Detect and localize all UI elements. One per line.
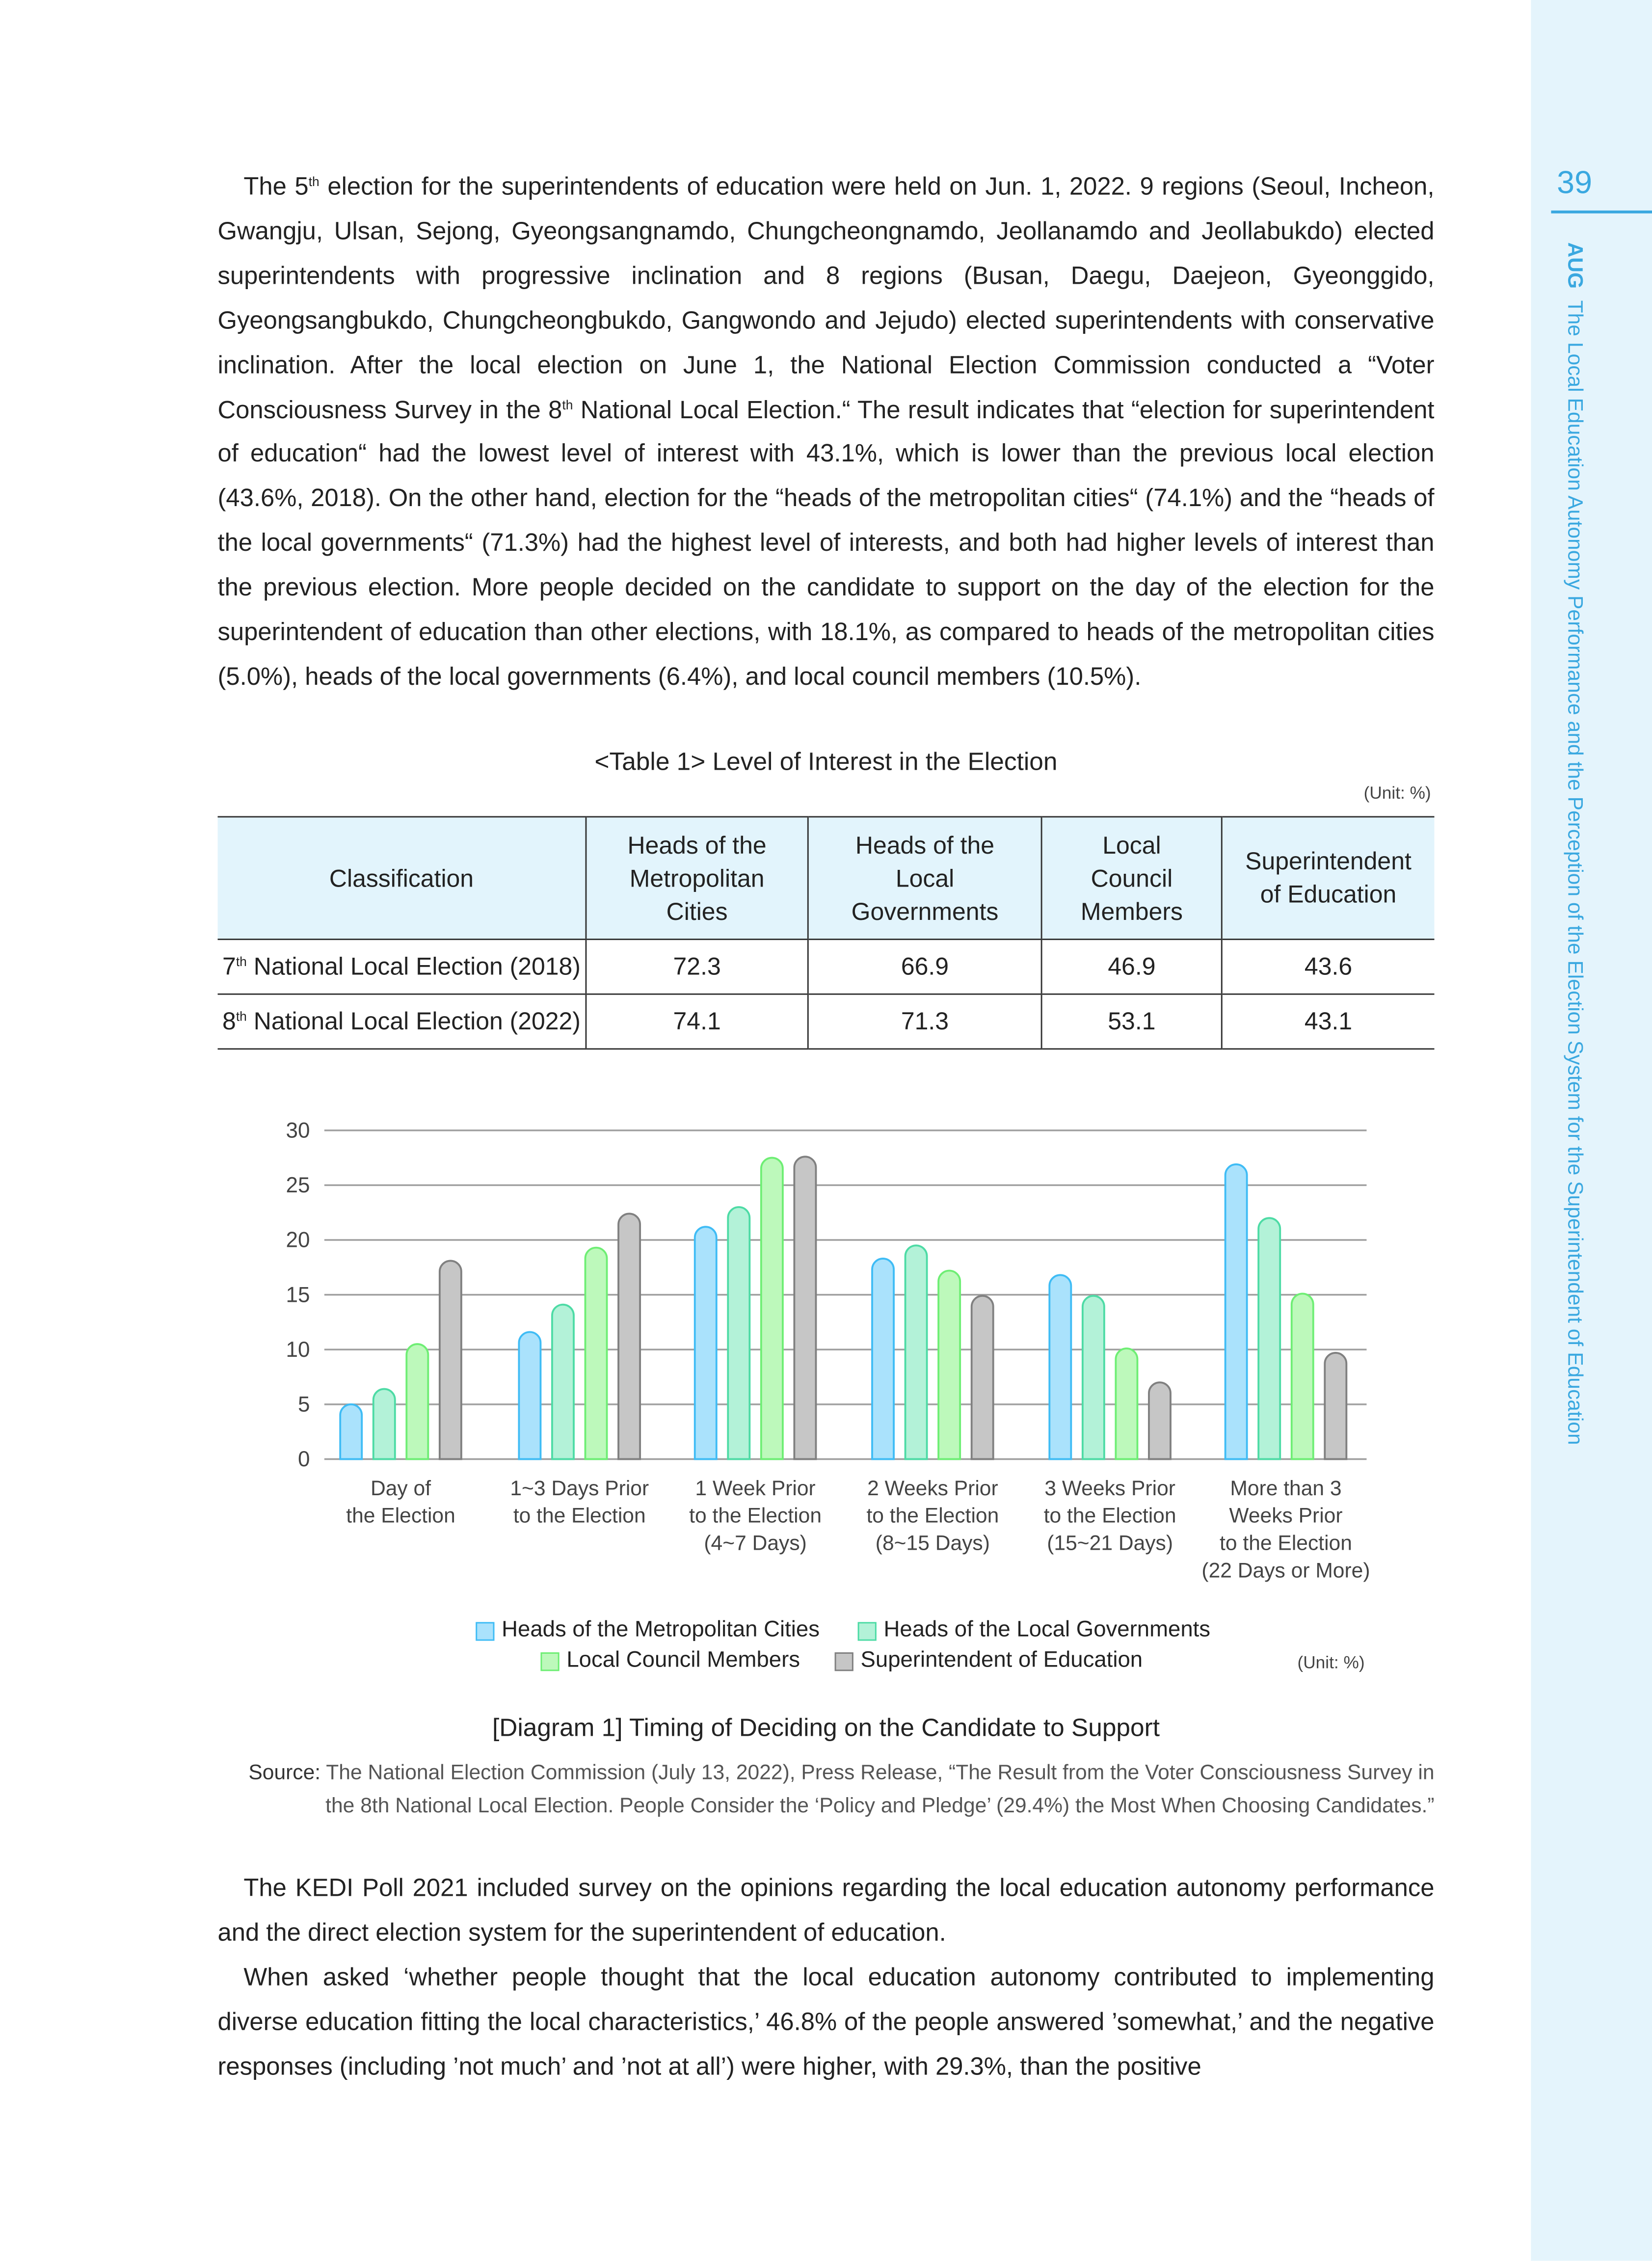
x-tick-label: the Election [346,1504,455,1528]
cell: 43.1 [1221,994,1435,1050]
y-tick-label: 0 [298,1447,310,1471]
x-tick-label: (4~7 Days) [704,1531,806,1555]
y-tick-label: 30 [286,1118,310,1142]
bar [760,1157,784,1460]
table-caption: <Table 1> Level of Interest in the Elect… [594,747,1058,776]
x-tick-label: 1 Week Prior [695,1477,815,1500]
interest-table: Classification Heads of the Metropolitan… [217,816,1435,1050]
header-cell: Local Council Members [1041,816,1222,941]
y-tick-label: 20 [286,1228,310,1252]
x-tick-label: 3 Weeks Prior [1044,1477,1175,1500]
bar [1081,1294,1105,1460]
row-label: 8th National Local Election (2022) [217,994,586,1050]
bar-chart: 0 5 10 15 20 25 30 Day of the Election 1~3 Days P… [286,1118,1370,1582]
header-cell: Classification [217,816,586,941]
x-tick-label: to the Election [689,1504,822,1528]
x-tick-label: Weeks Prior [1229,1504,1342,1528]
bar [1148,1381,1172,1460]
x-tick-label: (15~21 Days) [1047,1531,1173,1555]
legend-swatch [834,1651,853,1670]
page-number: 39 [1557,164,1593,201]
cell: 43.6 [1221,939,1435,995]
cell: 46.9 [1041,939,1222,995]
cell: 74.1 [585,994,808,1050]
x-tick-label: 1~3 Days Prior [510,1477,649,1500]
chart-unit: (Unit: %) [1297,1652,1365,1673]
bar [1048,1274,1072,1460]
table-unit: (Unit: %) [1363,782,1431,804]
bar [1324,1352,1348,1460]
legend-swatch [540,1651,560,1670]
legend-swatch [476,1621,495,1641]
bar [1224,1163,1248,1460]
cell: 53.1 [1041,994,1222,1050]
y-tick-label: 15 [286,1283,310,1307]
legend-item: Superintendent of Education [834,1648,1143,1674]
running-title-text: The Local Education Autonomy Performance… [1562,300,1586,1445]
y-tick-label: 25 [286,1173,310,1197]
bar [405,1343,429,1460]
bar [518,1331,542,1460]
x-tick-label: More than 3 [1230,1477,1341,1500]
source-note: Source: The National Election Commission… [248,1762,1435,1818]
bar [970,1294,994,1460]
header-cell: Heads of the Metropolitan Cities [585,816,808,941]
bar [551,1303,575,1460]
table-row: 7th National Local Election (2018) 72.3 … [217,939,1435,995]
x-tick-label: to the Election [1220,1531,1352,1555]
bar [937,1269,961,1460]
bar [372,1388,396,1460]
cell: 71.3 [807,994,1042,1050]
cell: 66.9 [807,939,1042,995]
bar [1257,1217,1281,1460]
x-tick-label: to the Election [866,1504,999,1528]
y-tick-label: 5 [298,1393,310,1417]
bar [339,1403,363,1460]
paragraph-2: The KEDI Poll 2021 included survey on th… [217,1873,1435,2080]
x-tick-label: 2 Weeks Prior [867,1477,998,1500]
paragraph-1: The 5th election for the superintendents… [217,171,1435,691]
header-cell: Superintendent of Education [1221,816,1435,941]
bar [904,1244,928,1460]
legend-item: Heads of the Local Governments [857,1618,1210,1644]
journal-label: AUG [1562,242,1586,289]
header-cell: Heads of the Local Governments [807,816,1042,941]
table-row: 8th National Local Election (2022) 74.1 … [217,994,1435,1050]
x-tick-label: to the Election [1044,1504,1176,1528]
legend-swatch [857,1621,877,1641]
running-title: AUG The Local Education Autonomy Performa… [1563,242,1586,1445]
bar [727,1206,751,1460]
divider [1551,210,1652,213]
x-tick-label: (22 Days or More) [1201,1559,1370,1582]
bar [438,1260,462,1460]
legend-item: Local Council Members [540,1648,800,1674]
bar [584,1246,608,1460]
x-tick-label: to the Election [513,1504,646,1528]
bar [1115,1347,1139,1460]
table-header-row: Classification Heads of the Metropolitan… [217,816,1435,941]
legend-item: Heads of the Metropolitan Cities [476,1618,820,1644]
x-tick-label: (8~15 Days) [876,1531,990,1555]
bar [793,1156,817,1460]
x-tick-label: Day of [371,1477,431,1500]
cell: 72.3 [585,939,808,995]
bar [617,1212,641,1460]
y-tick-label: 10 [286,1338,310,1362]
bar [1290,1292,1314,1460]
bar [871,1258,895,1460]
row-label: 7th National Local Election (2018) [217,939,586,995]
bar [693,1226,718,1460]
sidebar [1531,0,1652,2261]
diagram-caption: [Diagram 1] Timing of Deciding on the Ca… [492,1713,1160,1742]
